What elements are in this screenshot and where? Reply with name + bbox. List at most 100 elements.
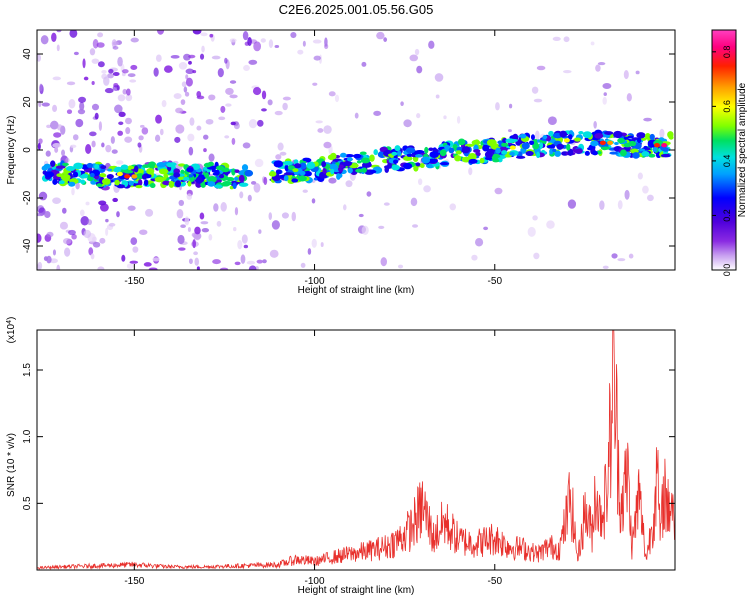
spectrogram-noise-blob xyxy=(186,193,193,200)
spectrogram-noise-blob xyxy=(192,239,197,249)
spectrogram-ridge-blob xyxy=(448,147,455,154)
spectrogram-noise-blob xyxy=(234,261,241,266)
spectrogram-noise-blob xyxy=(193,232,202,240)
spectrogram-ridge-blob xyxy=(141,174,148,180)
spectrogram-noise-blob xyxy=(97,61,105,68)
spectrogram-ridge-blob xyxy=(135,184,143,189)
spectrogram-ridge-blob xyxy=(207,175,217,183)
spectrogram-ridge-blob xyxy=(291,178,299,183)
spectrogram-ridge-blob xyxy=(143,179,149,187)
spectrogram-noise-blob xyxy=(282,102,288,111)
spectrogram-noise-blob xyxy=(107,73,114,79)
spectrogram-noise-blob xyxy=(194,226,201,235)
spectrogram-noise-blob xyxy=(297,49,304,55)
spectrogram-ridge-blob xyxy=(149,182,156,189)
spectrogram-noise-blob xyxy=(282,96,292,101)
spectrogram-noise-blob xyxy=(300,262,306,268)
spectrogram-noise-blob xyxy=(117,56,123,67)
spectrogram-ytick-label: 0 xyxy=(22,147,33,153)
spectrogram-noise-blob xyxy=(412,224,419,228)
spectrogram-noise-blob xyxy=(103,76,110,86)
spectrogram-ridge-blob xyxy=(439,162,450,166)
spectrogram-noise-blob xyxy=(229,38,237,43)
spectrogram-noise-blob xyxy=(213,203,219,212)
spectrogram-ridge-blob xyxy=(347,167,353,174)
spectrogram-ridge-blob xyxy=(415,162,421,167)
spectrogram-ridge-blob xyxy=(393,159,399,164)
spectrogram-noise-blob xyxy=(456,115,461,124)
spectrogram-noise-blob xyxy=(595,64,601,72)
spectrogram-noise-blob xyxy=(189,117,195,126)
spectrogram-ridge-blob xyxy=(519,133,527,139)
spectrogram-ridge-blob xyxy=(627,135,634,139)
spectrogram-xtick-label: -150 xyxy=(124,276,144,287)
snr-ytick-label: 0.5 xyxy=(22,496,33,510)
spectrogram-noise-blob xyxy=(380,257,388,267)
spectrogram-noise-blob xyxy=(138,135,144,141)
spectrogram-noise-blob xyxy=(56,44,60,52)
spectrogram-noise-blob xyxy=(320,242,324,248)
spectrogram-noise-blob xyxy=(593,120,597,129)
spectrogram-noise-blob xyxy=(37,261,43,270)
spectrogram-noise-blob xyxy=(247,36,252,46)
spectrogram-ridge-blob xyxy=(73,162,84,170)
spectrogram-noise-blob xyxy=(563,69,572,74)
spectrogram-noise-blob xyxy=(70,144,77,149)
spectrogram-noise-blob xyxy=(52,104,58,113)
spectrogram-noise-blob xyxy=(176,208,184,219)
spectrogram-noise-blob xyxy=(56,124,63,131)
spectrogram-ridge-blob xyxy=(373,149,379,156)
spectrogram-noise-blob xyxy=(98,121,103,131)
spectrogram-noise-blob xyxy=(68,98,76,109)
spectrogram-noise-blob xyxy=(637,172,643,180)
spectrogram-peak xyxy=(563,138,570,143)
spectrogram-noise-blob xyxy=(414,48,420,56)
spectrogram-ridge-blob xyxy=(142,164,151,169)
spectrogram-noise-blob xyxy=(312,82,318,86)
spectrogram-ridge-blob xyxy=(356,160,362,164)
spectrogram-noise-blob xyxy=(121,69,129,74)
spectrogram-ridge-blob xyxy=(346,157,353,162)
spectrogram-noise-blob xyxy=(44,210,51,219)
spectrogram-ridge-blob xyxy=(592,150,598,156)
spectrogram-ridge-blob xyxy=(338,164,344,169)
spectrogram-ridge-blob xyxy=(204,172,210,179)
spectrogram-ridge-blob xyxy=(413,165,419,172)
spectrogram-ridge-blob xyxy=(482,144,490,152)
spectrogram-noise-blob xyxy=(263,176,268,186)
spectrogram-noise-blob xyxy=(105,144,112,153)
spectrogram-noise-blob xyxy=(40,35,49,45)
spectrogram-ridge-blob xyxy=(652,147,658,153)
spectrogram-ridge-blob xyxy=(292,168,299,173)
spectrogram-ridge-blob xyxy=(231,168,236,176)
spectrogram-noise-blob xyxy=(635,70,640,75)
spectrogram-noise-blob xyxy=(46,124,52,129)
spectrogram-ridge-blob xyxy=(457,138,466,146)
spectrogram-ridge-blob xyxy=(421,156,431,164)
spectrogram-noise-blob xyxy=(248,59,258,65)
spectrogram-ridge-blob xyxy=(322,167,327,174)
spectrogram-ridge-blob xyxy=(186,167,194,173)
spectrogram-ridge-blob xyxy=(361,161,372,168)
spectrogram-noise-blob xyxy=(220,105,226,113)
spectrogram-ridge-blob xyxy=(464,143,475,147)
spectrogram-noise-blob xyxy=(91,58,100,64)
spectrogram-noise-blob xyxy=(443,115,447,120)
spectrogram-noise-blob xyxy=(552,36,561,42)
spectrogram-noise-blob xyxy=(642,185,649,194)
spectrogram-noise-blob xyxy=(148,267,158,270)
spectrogram-ridge-blob xyxy=(174,180,182,188)
spectrogram-ridge-blob xyxy=(660,153,671,158)
spectrogram-ridge-blob xyxy=(604,131,614,135)
spectrogram-ridge-blob xyxy=(52,178,58,185)
spectrogram-noise-blob xyxy=(225,87,234,95)
spectrogram-ridge-blob xyxy=(41,165,48,171)
spectrogram-ridge-blob xyxy=(461,146,471,154)
spectrogram-noise-blob xyxy=(72,134,79,141)
spectrogram-noise-blob xyxy=(117,94,126,102)
spectrogram-noise-blob xyxy=(417,178,423,186)
spectrogram-noise-blob xyxy=(507,129,512,133)
snr-axes: -150 -100 -50 1.5 1.0 0.5 xyxy=(22,330,675,587)
spectrogram-noise-blob xyxy=(89,131,97,137)
